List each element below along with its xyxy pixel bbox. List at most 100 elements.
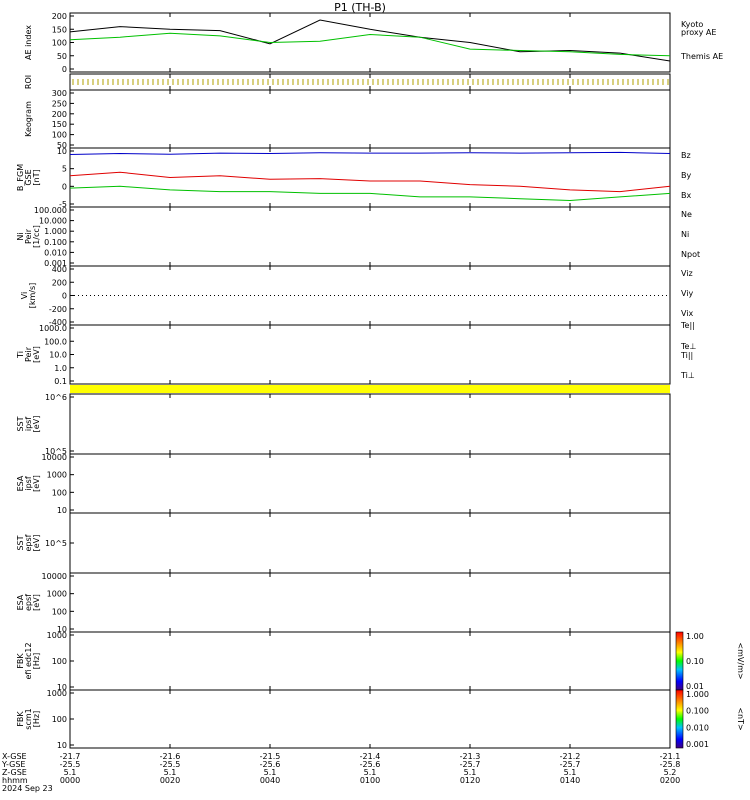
ion-spectrum-band — [70, 385, 670, 393]
ni-tick-label: 0.001 — [44, 259, 67, 268]
xaxis-value: 0000 — [60, 776, 80, 785]
sst_i-ylabel: SST ipsf [eV] — [16, 416, 41, 433]
esa_e-tick-label: 10000 — [42, 572, 67, 581]
legend-t-2: Ti|| — [680, 351, 693, 360]
keogram-tick-label: 200 — [52, 110, 67, 119]
vi-tick-label: -400 — [49, 318, 67, 327]
xaxis-value: 5.1 — [264, 768, 277, 777]
ylabel-line: [nT] — [32, 169, 41, 185]
esa_e-ylabel: ESA epsf [eV] — [16, 594, 41, 611]
esa_i-ylabel: ESA ipsf [eV] — [16, 475, 41, 492]
ylabel-line: scm1 — [24, 708, 33, 729]
ylabel-line: SST — [16, 416, 25, 431]
xaxis-row-label: Z-GSE — [2, 768, 27, 777]
xaxis-value: -21.4 — [360, 752, 381, 761]
ni-frame — [69, 206, 671, 267]
series-by — [69, 171, 671, 193]
ni-ylabel: Ni Peir [1/cc] — [16, 225, 41, 248]
esa_i-tick-label: 100 — [52, 488, 67, 497]
xaxis-value: -21.1 — [660, 752, 681, 761]
colorbar-efield-tick: 1.00 — [686, 632, 704, 641]
series-bz — [69, 151, 671, 155]
ae-tick-label: 100 — [52, 39, 67, 48]
ti-tick-label: 10.0 — [49, 351, 67, 360]
keogram-tick-label: 150 — [52, 120, 67, 129]
bfgm-tick-label: -5 — [59, 200, 67, 209]
ylabel-line: ROI — [24, 75, 33, 89]
esa_e-tick-label: 100 — [52, 607, 67, 616]
vi-tick-label: 0 — [62, 292, 67, 301]
ylabel-line: [km/s] — [28, 283, 37, 309]
legend-kyoto: proxy AE — [681, 28, 716, 37]
sst_e-ylabel: SST epsf [eV] — [16, 534, 41, 551]
fbk_b-tick-label: 10 — [57, 741, 67, 750]
colorbar-efield-label: <mV/m> — [736, 642, 745, 679]
esa_e-frame — [69, 572, 671, 633]
fbk_b-frame — [69, 689, 671, 749]
xaxis-value: 5.1 — [564, 768, 577, 777]
xaxis-value: 5.1 — [64, 768, 77, 777]
xaxis-row-label: hhmm — [2, 776, 28, 785]
colorbar-bfield-tick: 0.001 — [686, 740, 709, 749]
xaxis-value: -25.5 — [60, 760, 81, 769]
fbk_e-tick-label: 100 — [52, 657, 67, 666]
ti-tick-label: 1.0 — [54, 364, 67, 373]
xaxis-value: -25.8 — [660, 760, 681, 769]
legend-b-2: Bx — [681, 191, 691, 200]
ylabel-line: FBK — [16, 653, 25, 669]
legend-n-2: Npot — [681, 250, 700, 259]
bfgm-frame — [69, 147, 671, 208]
ae-ylabel: AE index — [24, 25, 33, 60]
ylabel-line: Peir — [24, 346, 33, 362]
sst_i-frame — [69, 393, 671, 455]
xaxis-value: -21.5 — [260, 752, 281, 761]
fbk_e-tick-label: 1000 — [47, 631, 67, 640]
vi-tick-label: -200 — [49, 305, 67, 314]
ylabel-line: [eV] — [32, 346, 41, 363]
xaxis-value: 0020 — [160, 776, 180, 785]
colorbar-efield — [675, 631, 684, 691]
keogram-frame — [69, 89, 671, 149]
legend-n-0: Ne — [681, 210, 692, 219]
legend-t-1: Te⊥ — [680, 342, 696, 351]
xaxis-value: 0140 — [560, 776, 580, 785]
ylabel-line: Ti — [16, 351, 25, 359]
ae-tick-label: 150 — [52, 25, 67, 34]
xaxis-value: -25.7 — [560, 760, 581, 769]
legend-b-1: By — [681, 171, 691, 180]
ti-frame — [69, 324, 671, 385]
xaxis-value: -21.2 — [560, 752, 581, 761]
fbk_e-ylabel: FBK efi edc12 [Hz] — [16, 642, 41, 679]
sst_i-tick-label: 10^5 — [45, 447, 67, 456]
ae-tick-label: 50 — [57, 52, 67, 61]
ti-tick-label: 100.0 — [44, 337, 67, 346]
ylabel-line: ESA — [16, 594, 25, 610]
xaxis-value: 0120 — [460, 776, 480, 785]
colorbar-bfield-tick: 0.010 — [686, 723, 709, 732]
ylabel-line: AE index — [24, 25, 33, 60]
xaxis-value: -25.6 — [360, 760, 381, 769]
ylabel-line: epsf — [24, 594, 33, 611]
ylabel-line: ipsf — [24, 476, 33, 490]
ylabel-line: epsf — [24, 534, 33, 551]
esa_i-tick-label: 1000 — [47, 471, 67, 480]
fbk_e-frame — [69, 631, 671, 691]
esa_e-tick-label: 1000 — [47, 590, 67, 599]
legend-t-3: Ti⊥ — [680, 371, 695, 380]
ti-tick-label: 1000.0 — [39, 324, 67, 333]
ti-tick-label: 0.1 — [54, 377, 67, 386]
bfgm-ylabel: B_FGM GSE [nT] — [16, 164, 41, 191]
ylabel-line: ipsf — [24, 417, 33, 431]
legend-v-2: Vix — [681, 309, 694, 318]
vi-tick-label: 400 — [52, 265, 67, 274]
xaxis-value: -21.7 — [60, 752, 81, 761]
xaxis-row-label: Y-GSE — [1, 760, 25, 769]
ylabel-line: B_FGM — [16, 164, 25, 191]
ylabel-line: Ni — [16, 232, 25, 240]
fbk_b-tick-label: 1000 — [47, 689, 67, 698]
ylabel-line: [Hz] — [32, 711, 41, 727]
legend-themis-ae: Themis AE — [680, 52, 723, 61]
ni-tick-label: 10.000 — [39, 217, 67, 226]
keogram-ylabel: Keogram — [24, 101, 33, 137]
